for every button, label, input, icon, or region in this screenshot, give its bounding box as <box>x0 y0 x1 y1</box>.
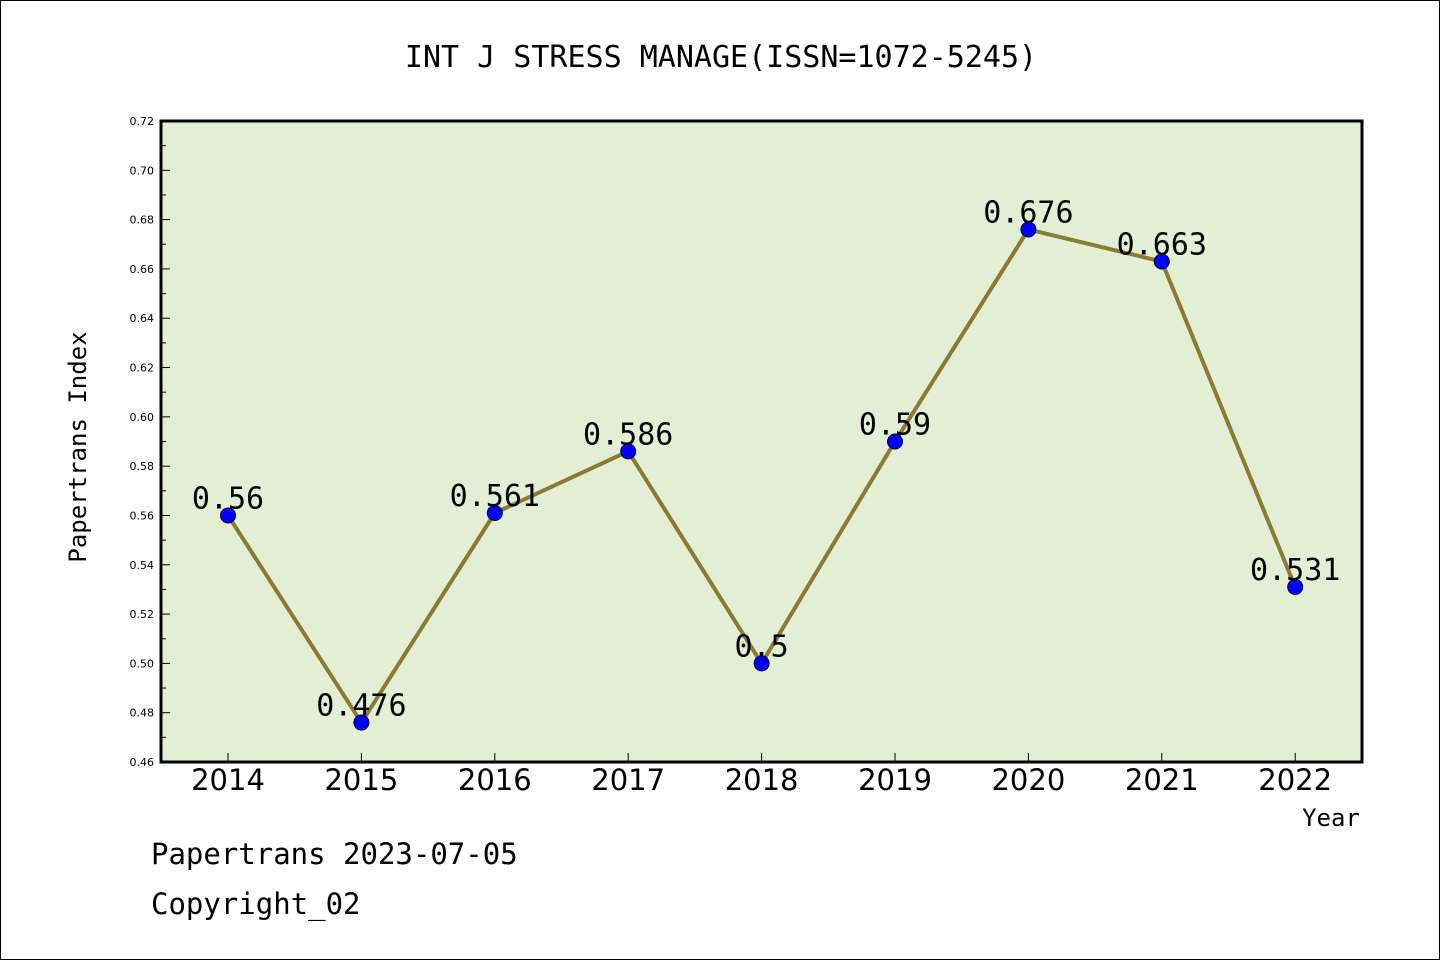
y-tick-label: 0.56 <box>130 509 155 522</box>
x-axis-label: Year <box>1302 804 1360 832</box>
data-label: 0.476 <box>316 689 406 724</box>
data-label: 0.5 <box>735 629 789 664</box>
x-tick-label: 2019 <box>858 763 932 797</box>
data-label: 0.586 <box>583 417 673 452</box>
data-label: 0.676 <box>983 195 1073 230</box>
plot-area <box>159 119 1364 764</box>
y-tick-label: 0.64 <box>130 312 155 325</box>
x-tick-label: 2020 <box>991 763 1065 797</box>
series-group: 0.56 0.476 0.561 0.586 0.5 0.59 0.676 0.663 0.53… <box>192 195 1340 731</box>
y-tick-label: 0.46 <box>130 756 155 769</box>
y-axis-label: Papertrans Index <box>64 331 92 562</box>
data-point <box>353 714 370 731</box>
data-point <box>887 433 903 450</box>
y-tick-label: 0.50 <box>130 657 155 670</box>
x-axis: 2014 2015 2016 2017 2018 2019 2020 2021 2022 <box>191 753 1332 797</box>
data-point <box>486 504 503 521</box>
y-tick-label: 0.52 <box>130 608 155 621</box>
data-point <box>1153 253 1170 270</box>
y-tick-label: 0.48 <box>130 707 155 720</box>
x-tick-label: 2018 <box>725 763 799 797</box>
x-tick-label: 2022 <box>1258 763 1332 797</box>
data-label: 0.59 <box>859 408 931 443</box>
data-point <box>1020 221 1037 238</box>
data-label: 0.663 <box>1117 228 1207 263</box>
data-point <box>620 443 637 460</box>
x-tick-label: 2015 <box>324 763 398 797</box>
y-tick-label: 0.68 <box>130 214 155 227</box>
x-tick-label: 2017 <box>591 763 665 797</box>
x-tick-label: 2021 <box>1125 763 1199 797</box>
y-tick-label: 0.72 <box>130 115 155 128</box>
x-tick-label: 2016 <box>458 763 532 797</box>
y-tick-label: 0.58 <box>130 460 155 473</box>
y-tick-label: 0.70 <box>130 164 155 177</box>
data-point <box>753 655 770 672</box>
y-tick-label: 0.54 <box>130 559 155 572</box>
x-tick-label: 2014 <box>191 763 265 797</box>
footer-date: Papertrans 2023-07-05 <box>151 837 518 871</box>
chart-title: INT J STRESS MANAGE(ISSN=1072-5245) <box>405 40 1037 75</box>
y-tick-label: 0.62 <box>130 362 155 375</box>
data-label: 0.56 <box>192 481 264 516</box>
data-label: 0.561 <box>450 479 540 514</box>
y-tick-label: 0.60 <box>130 411 155 424</box>
footer-copyright: Copyright_02 <box>151 887 361 921</box>
y-tick-label: 0.66 <box>130 263 155 276</box>
data-point <box>220 507 236 524</box>
y-axis: 0.46 0.48 0.50 0.52 0.54 0.56 0.58 0.60 0.62 0.64… <box>130 115 170 769</box>
data-point <box>1287 578 1304 595</box>
data-label: 0.531 <box>1250 553 1340 588</box>
